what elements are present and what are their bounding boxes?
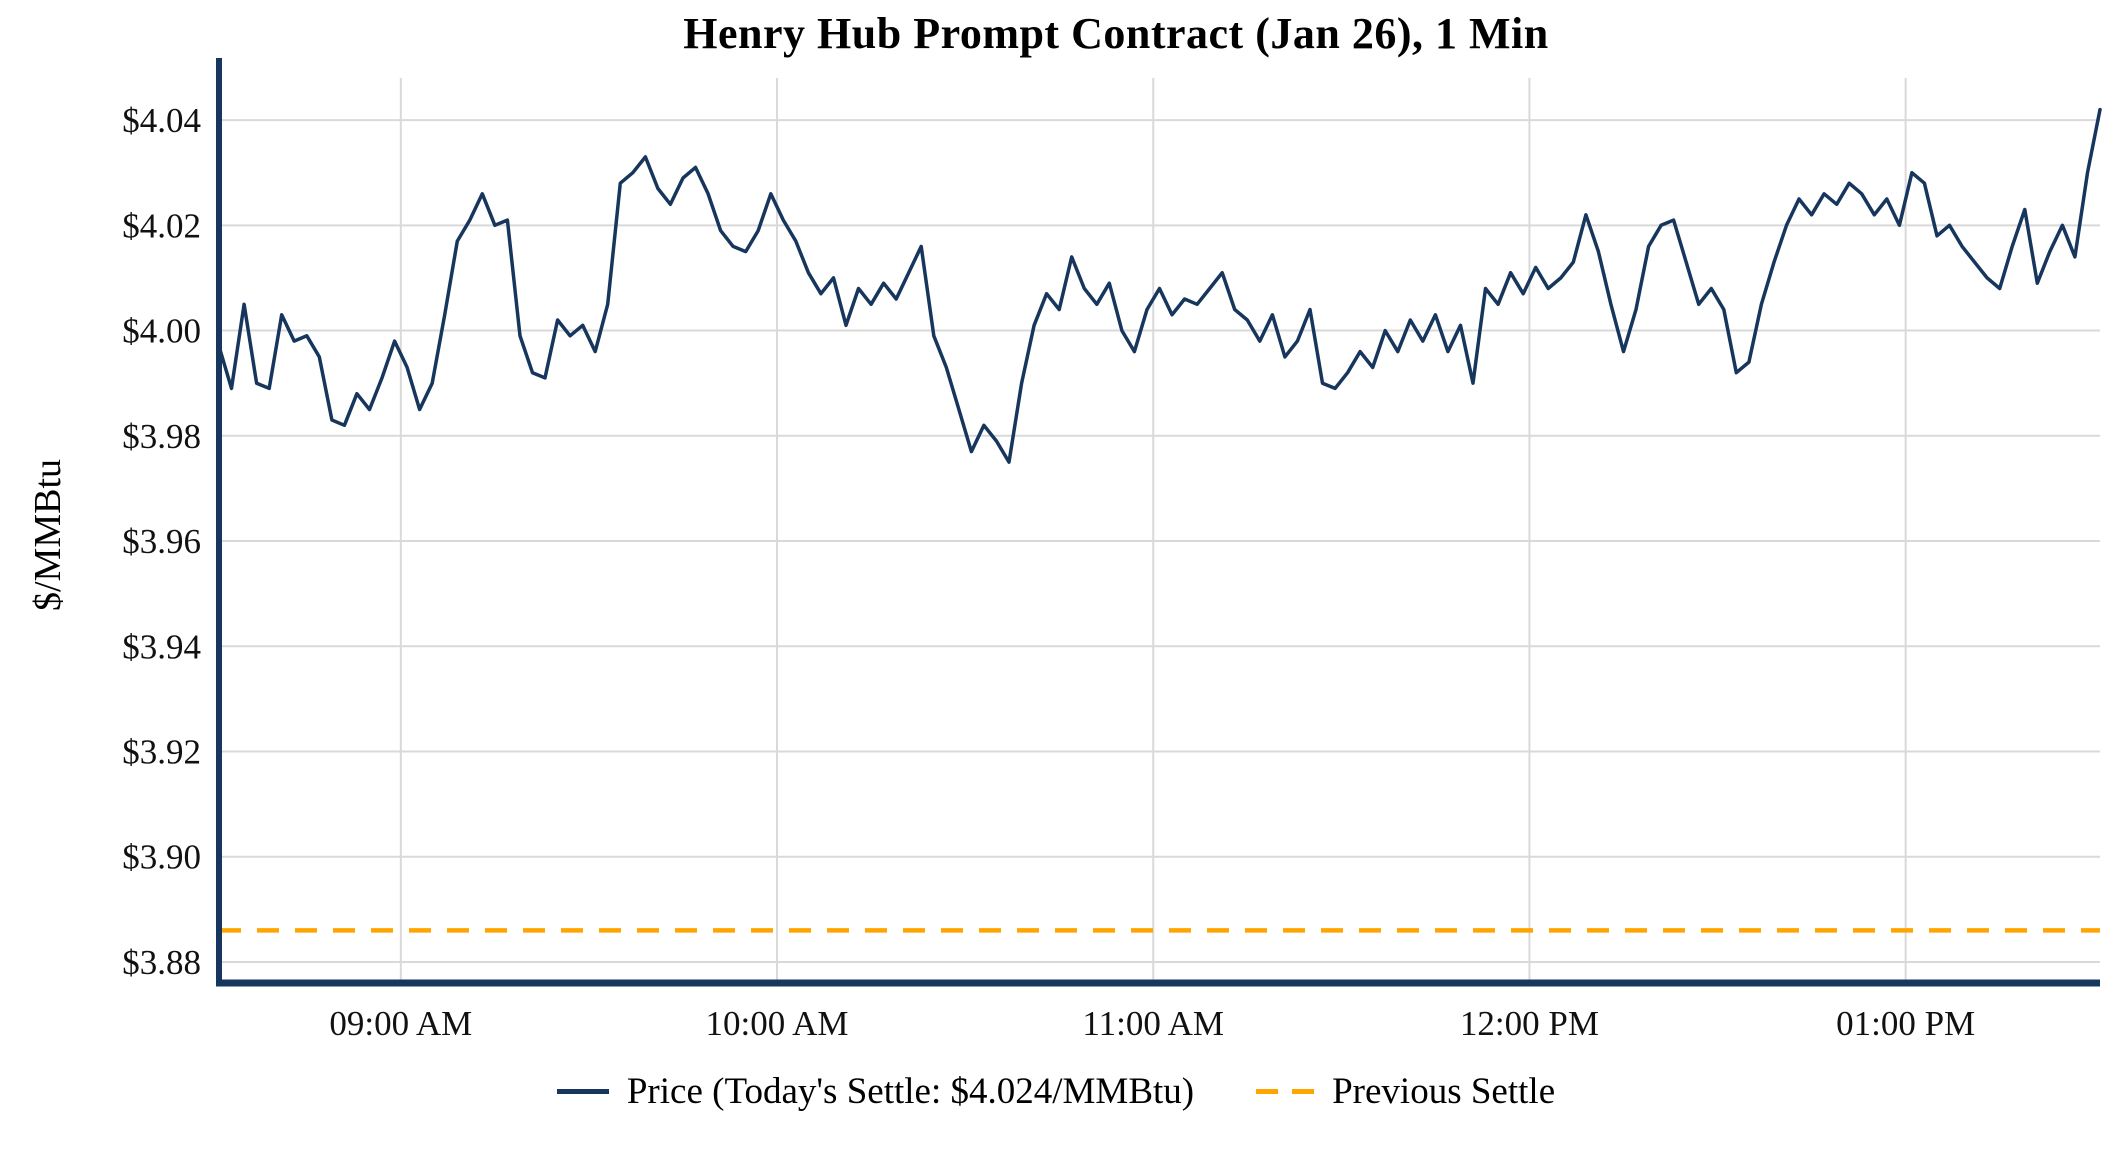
y-tick-label: $3.94 xyxy=(122,627,201,666)
y-tick-label: $3.96 xyxy=(122,522,201,561)
price-line xyxy=(217,107,2102,464)
y-tick-label: $4.00 xyxy=(122,312,201,351)
x-tick-label: 01:00 PM xyxy=(1836,1004,1975,1043)
y-tick-label: $4.04 xyxy=(122,101,201,140)
price-legend-label: Price (Today's Settle: $4.024/MMBtu) xyxy=(626,1071,1195,1112)
previous-settle-dash-swatch-icon xyxy=(1256,1089,1315,1094)
y-tick-label: $4.02 xyxy=(122,206,201,245)
y-tick-label: $3.98 xyxy=(122,417,201,456)
x-tick-label: 10:00 AM xyxy=(706,1004,849,1043)
x-tick-label: 12:00 PM xyxy=(1460,1004,1599,1043)
x-tick-label: 11:00 AM xyxy=(1082,1004,1224,1043)
previous-settle-legend-label: Previous Settle xyxy=(1332,1071,1556,1112)
chart-title: Henry Hub Prompt Contract (Jan 26), 1 Mi… xyxy=(683,9,1549,58)
x-tick-label: 09:00 AM xyxy=(329,1004,472,1043)
price-line-swatch-icon xyxy=(556,1089,609,1094)
price-chart: $3.88 $3.90 $3.92 $3.94 $3.96 $3.98 $4.00 $4.02… xyxy=(122,58,2102,1043)
y-tick-label: $3.88 xyxy=(122,943,201,982)
chart-legend: Price (Today's Settle: $4.024/MMBtu) Pre… xyxy=(0,1070,2112,1113)
y-tick-label: $3.92 xyxy=(122,732,201,771)
y-tick-label: $3.90 xyxy=(122,838,201,877)
